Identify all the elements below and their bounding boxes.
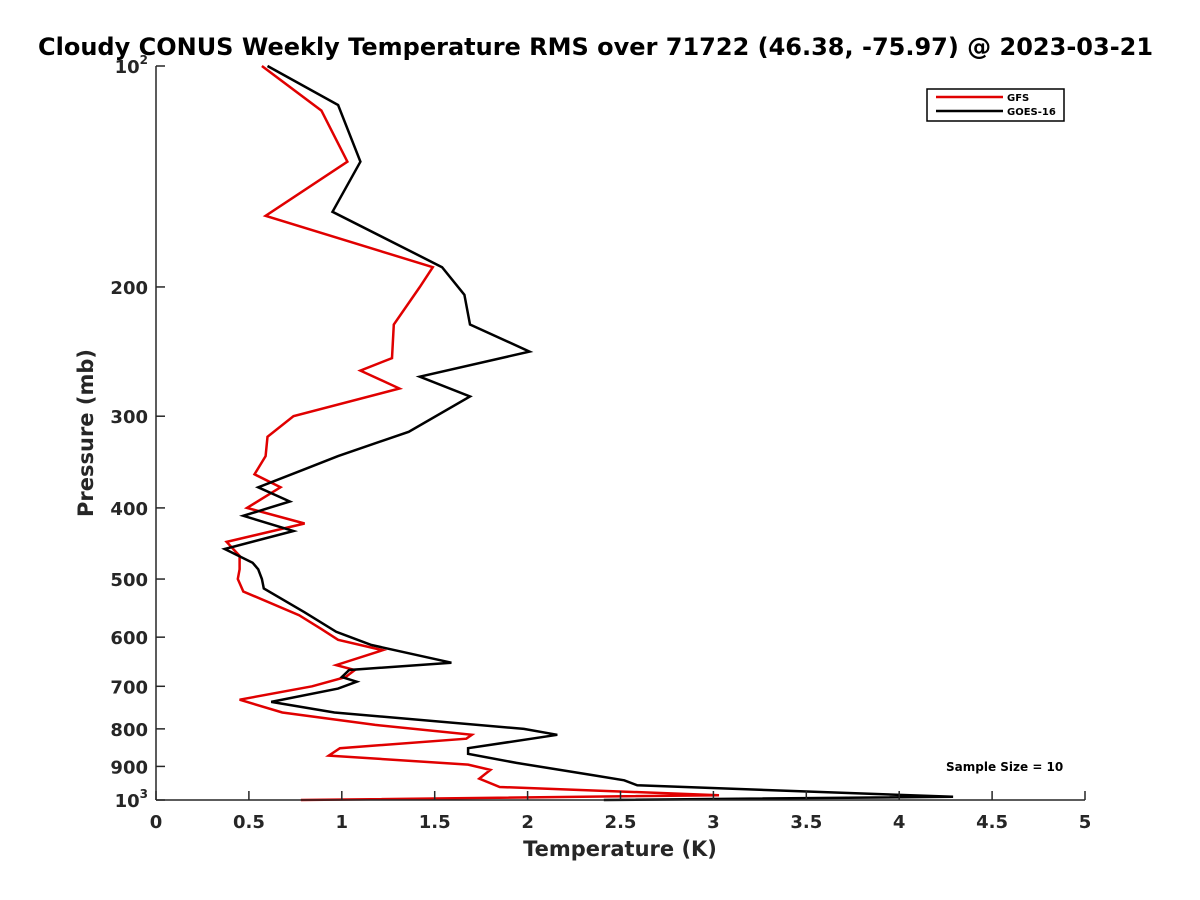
sample-size-annotation: Sample Size = 10 (946, 760, 1063, 774)
x-tick-label: 5 (1079, 812, 1092, 833)
y-tick-label: 200 (110, 278, 148, 299)
x-tick-label: 1.5 (419, 812, 451, 833)
chart-title: Cloudy CONUS Weekly Temperature RMS over… (38, 33, 1153, 61)
x-axis-label: Temperature (K) (523, 837, 717, 861)
x-tick-label: 3 (707, 812, 720, 833)
x-tick-label: 0 (150, 812, 163, 833)
y-tick-label: 400 (110, 499, 148, 520)
x-tick-label: 0.5 (233, 812, 265, 833)
x-tick-label: 2 (521, 812, 534, 833)
x-tick-label: 4.5 (976, 812, 1008, 833)
series-line-gfs (224, 64, 720, 802)
y-tick-label: 103 (115, 787, 148, 812)
series-line-goes-16 (221, 64, 954, 802)
series-layer (221, 64, 954, 802)
y-tick-label: 800 (110, 720, 148, 741)
y-tick-label: 102 (115, 53, 148, 78)
y-tick-label: 300 (110, 407, 148, 428)
x-tick-label: 3.5 (790, 812, 822, 833)
x-tick-label: 2.5 (605, 812, 637, 833)
y-tick-label: 700 (110, 677, 148, 698)
y-tick-label: 500 (110, 570, 148, 591)
legend: GFS GOES-16 (926, 88, 1065, 122)
axes-layer: 0 0.5 1 1.5 2 2.5 3 3.5 4 4.5 5 102 200 300 400 500 600 7… (110, 53, 1091, 833)
x-tick-label: 1 (336, 812, 349, 833)
y-tick-label: 900 (110, 757, 148, 778)
y-tick-label: 600 (110, 628, 148, 649)
x-tick-label: 4 (893, 812, 906, 833)
legend-label-gfs: GFS (1007, 93, 1029, 104)
legend-box (926, 88, 1065, 122)
y-axis-label: Pressure (mb) (74, 349, 98, 517)
legend-label-goes-16: GOES-16 (1007, 107, 1056, 118)
